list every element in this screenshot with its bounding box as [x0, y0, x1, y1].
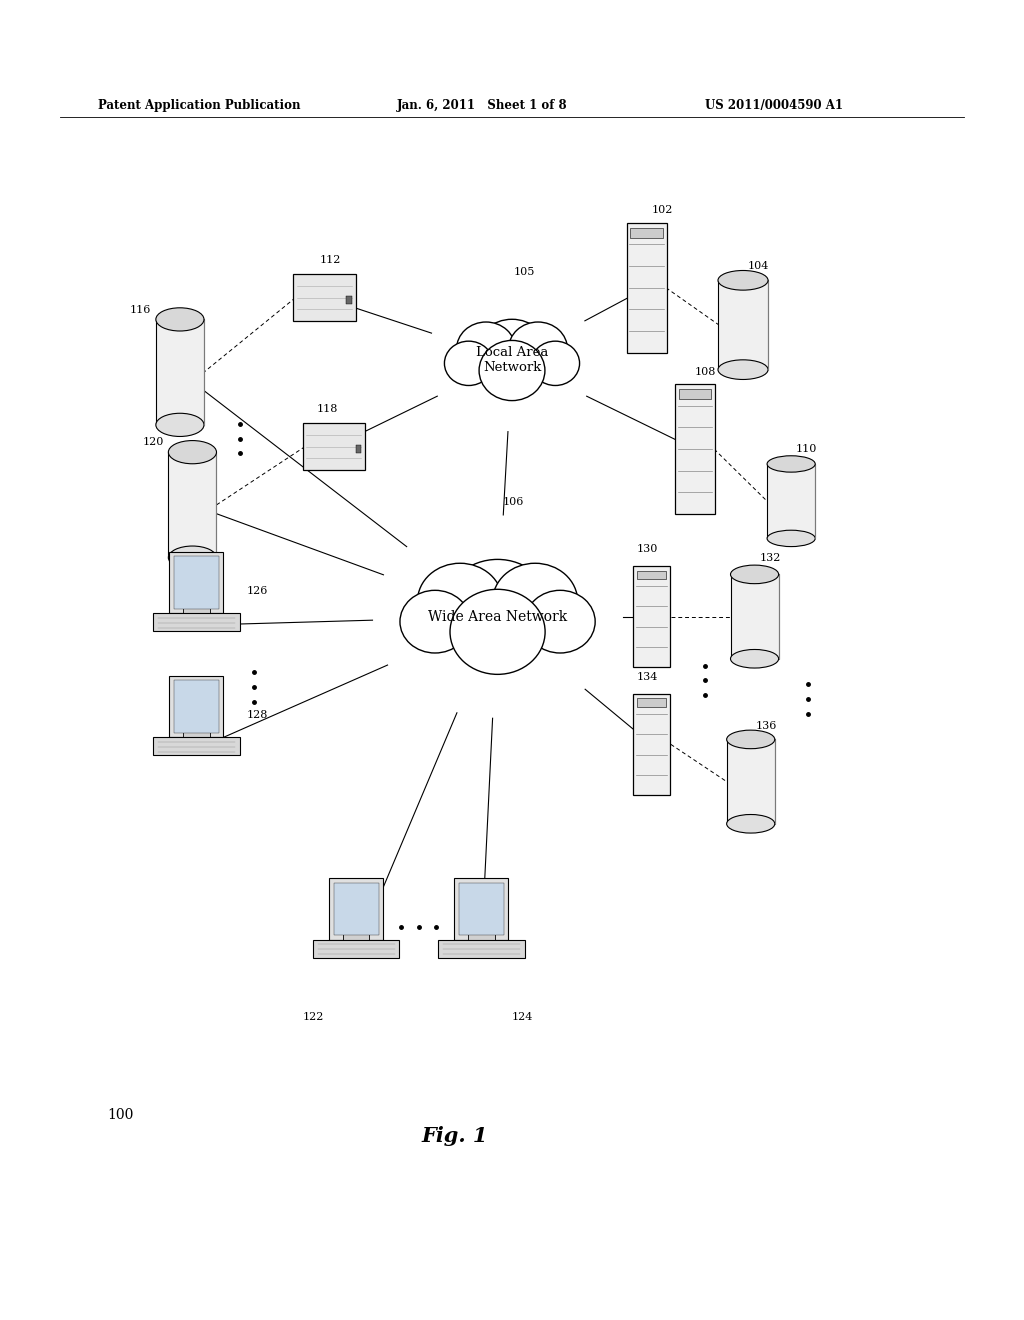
Ellipse shape [156, 308, 204, 331]
Ellipse shape [168, 441, 216, 463]
Bar [637, 698, 666, 706]
Text: 122: 122 [303, 1012, 325, 1022]
Ellipse shape [450, 589, 545, 675]
Text: 118: 118 [316, 404, 338, 414]
Text: 105: 105 [514, 268, 536, 277]
Bar [334, 883, 379, 936]
Bar [169, 552, 223, 614]
Bar [459, 883, 504, 936]
Bar [346, 297, 351, 304]
Ellipse shape [718, 271, 768, 290]
Ellipse shape [531, 341, 580, 385]
Bar [679, 389, 712, 400]
Bar [174, 556, 219, 609]
Text: 116: 116 [130, 305, 152, 314]
Text: 102: 102 [651, 206, 673, 215]
Ellipse shape [493, 564, 578, 639]
Text: 108: 108 [695, 367, 716, 376]
Text: Local Area
Network: Local Area Network [476, 346, 548, 374]
Bar [312, 940, 399, 957]
Ellipse shape [479, 341, 545, 400]
Ellipse shape [444, 341, 493, 385]
Ellipse shape [730, 565, 778, 583]
Text: Fig. 1: Fig. 1 [421, 1126, 487, 1146]
Ellipse shape [475, 319, 549, 385]
FancyBboxPatch shape [633, 566, 670, 668]
Bar [718, 280, 768, 370]
Ellipse shape [718, 360, 768, 379]
Bar [168, 453, 216, 557]
Text: 124: 124 [512, 1012, 534, 1022]
Text: Wide Area Network: Wide Area Network [428, 610, 567, 623]
Bar [637, 570, 666, 578]
Bar [183, 609, 210, 618]
Text: 126: 126 [247, 586, 267, 597]
Ellipse shape [418, 564, 503, 639]
Ellipse shape [509, 322, 567, 376]
Bar [153, 614, 240, 631]
Ellipse shape [730, 649, 778, 668]
Bar [730, 574, 778, 659]
Bar [355, 445, 361, 453]
Text: US 2011/0004590 A1: US 2011/0004590 A1 [705, 99, 843, 112]
Ellipse shape [767, 455, 815, 473]
Text: 110: 110 [796, 444, 817, 454]
Bar [329, 878, 383, 940]
Bar [468, 935, 495, 945]
Text: Patent Application Publication: Patent Application Publication [98, 99, 301, 112]
Text: 120: 120 [142, 437, 164, 447]
Ellipse shape [767, 531, 815, 546]
FancyBboxPatch shape [675, 384, 715, 515]
FancyBboxPatch shape [627, 223, 667, 352]
Bar [174, 680, 219, 733]
Ellipse shape [445, 560, 550, 653]
Text: 130: 130 [637, 544, 658, 554]
Bar [293, 275, 355, 321]
FancyBboxPatch shape [633, 693, 670, 795]
Bar [303, 422, 366, 470]
Ellipse shape [168, 546, 216, 569]
Bar [727, 739, 775, 824]
Ellipse shape [727, 814, 775, 833]
Bar [438, 940, 524, 957]
Bar [631, 227, 664, 238]
Bar [153, 738, 240, 755]
Bar [156, 319, 204, 425]
Bar [343, 935, 370, 945]
Text: 136: 136 [756, 722, 777, 731]
Ellipse shape [525, 590, 595, 653]
Ellipse shape [156, 413, 204, 437]
Ellipse shape [457, 322, 515, 376]
Bar [455, 878, 508, 940]
Text: Jan. 6, 2011   Sheet 1 of 8: Jan. 6, 2011 Sheet 1 of 8 [396, 99, 567, 112]
Ellipse shape [400, 590, 470, 653]
Text: 128: 128 [247, 710, 267, 721]
Ellipse shape [727, 730, 775, 748]
Text: 100: 100 [108, 1107, 134, 1122]
Bar [183, 733, 210, 742]
Bar [767, 463, 815, 539]
Text: 112: 112 [319, 255, 341, 265]
Text: 132: 132 [760, 553, 780, 562]
Bar [169, 676, 223, 738]
Text: 104: 104 [748, 261, 769, 271]
Text: 134: 134 [637, 672, 658, 682]
Text: 106: 106 [503, 496, 523, 507]
